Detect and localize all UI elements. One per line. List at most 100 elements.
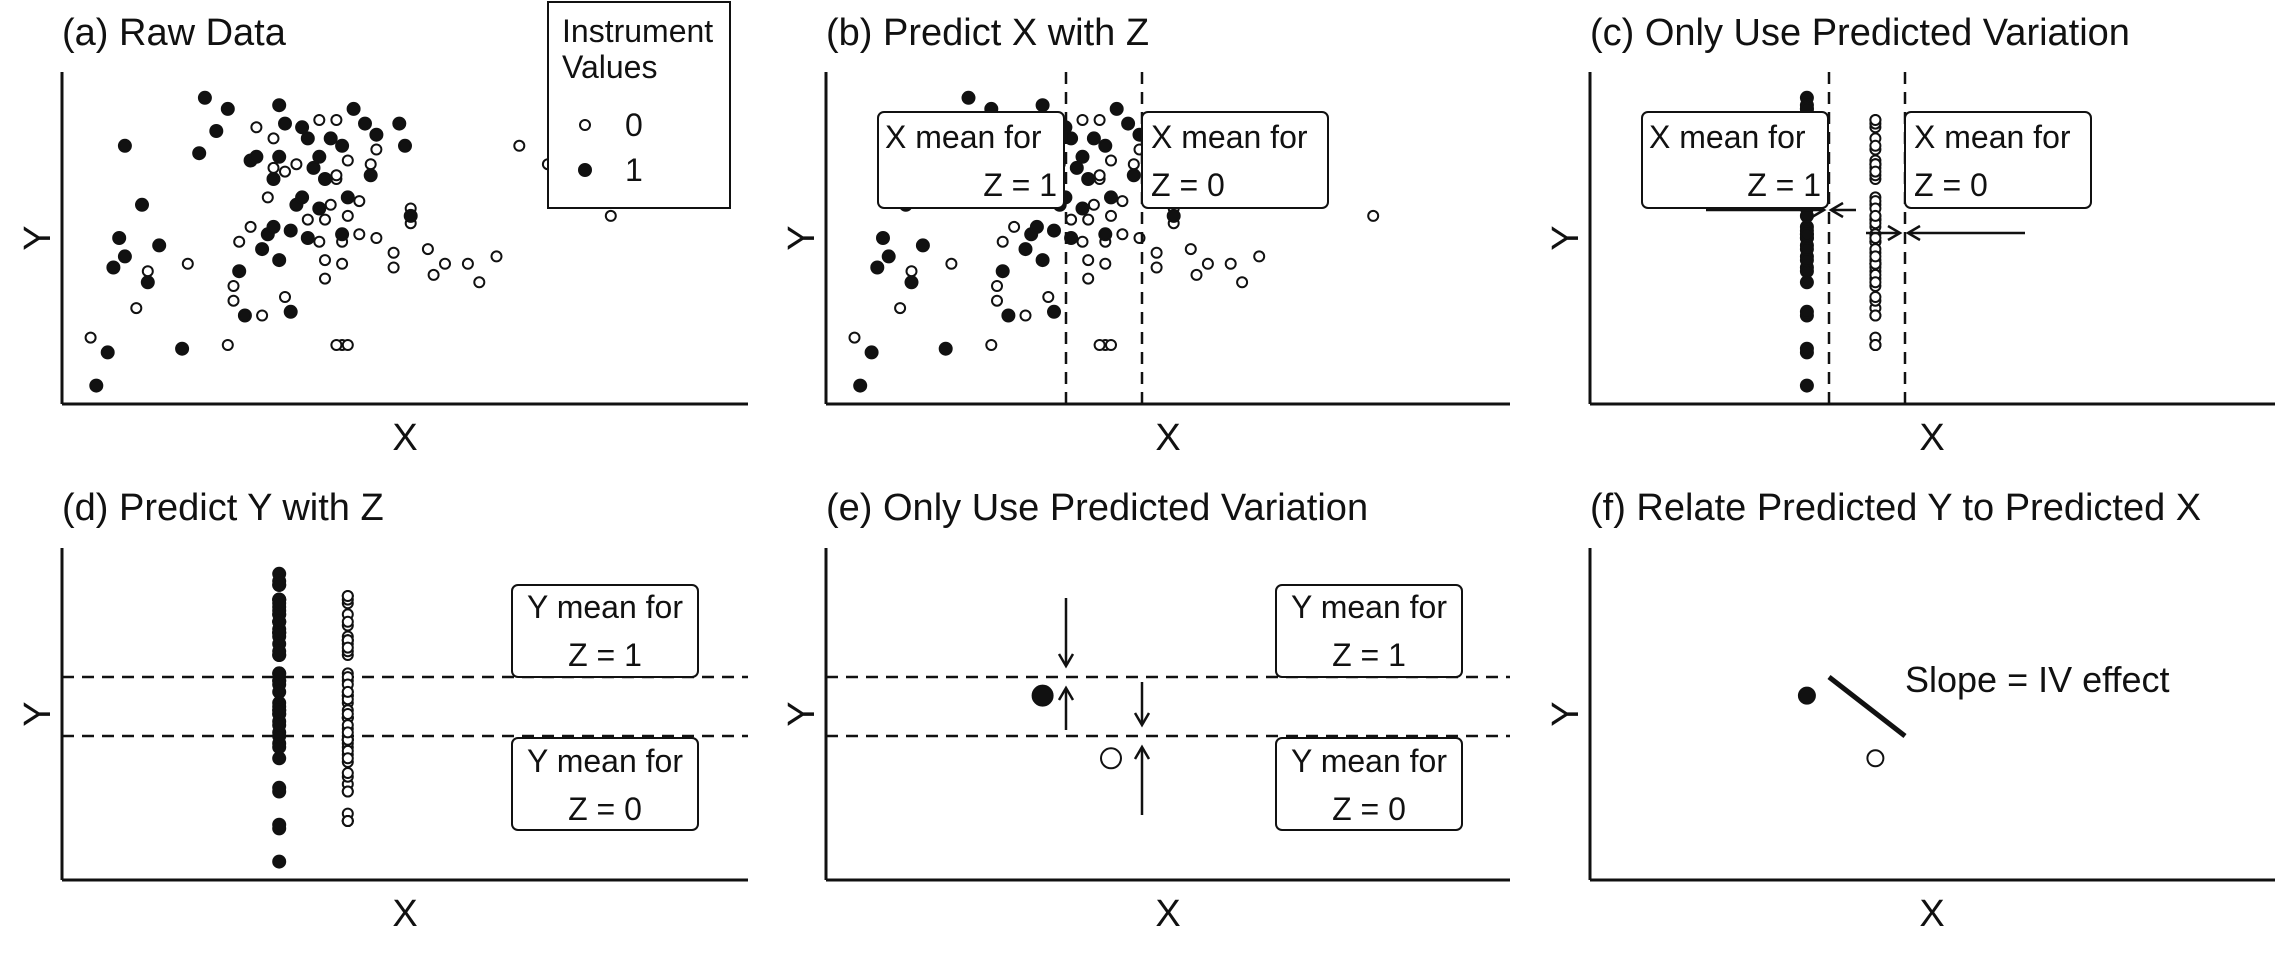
panel-b-point-z0-50 — [1367, 209, 1380, 222]
panel-a-point-z1-5 — [117, 138, 132, 153]
panel-a-point-z0-41 — [439, 257, 451, 270]
panel-c-point-z0-45 — [1869, 139, 1882, 152]
panel-a-point-z0-51 — [279, 165, 291, 178]
panel-a-point-z0-28 — [336, 257, 349, 270]
panel-d-annotation-z1-line1: Y mean for — [527, 589, 683, 625]
panel-a-point-z0-3 — [181, 257, 194, 270]
panel-b-point-z1-20 — [1029, 219, 1044, 234]
panel-c-point-z0-51 — [1869, 165, 1882, 178]
panel-d-point-z0-45 — [341, 615, 354, 628]
panel-a-point-z0-45 — [513, 139, 526, 152]
panel-d-ylabel: Y — [17, 701, 59, 726]
panel-b-point-z0-25 — [1116, 195, 1129, 208]
panel-d-point-z0-42 — [341, 726, 354, 739]
panel-f: (f) Relate Predicted Y to Predicted X X … — [1545, 487, 2275, 935]
panel-a-point-z1-46 — [346, 101, 361, 116]
panel-d-point-z0-51 — [341, 641, 354, 654]
panel-a-point-z1-29 — [295, 190, 310, 205]
panel-c-title: (c) Only Use Predicted Variation — [1590, 12, 2130, 54]
panel-a-point-z1-23 — [272, 98, 287, 113]
panel-d-point-z1-46 — [272, 577, 287, 592]
panel-a-point-z1-47 — [295, 120, 310, 135]
panel-d-annotation-z0-line1: Y mean for — [527, 743, 683, 779]
panel-b-point-z1-1 — [864, 345, 879, 360]
panel-a-point-z1-20 — [266, 219, 281, 234]
panel-b-point-z1-40 — [1121, 116, 1136, 131]
panel-a-point-z1-41 — [363, 168, 378, 183]
panel-b-point-z0-15 — [1065, 213, 1078, 226]
legend-title-line2: Values — [562, 49, 657, 85]
panel-d-point-z1-9 — [272, 817, 287, 832]
panel-c-point-z1-38 — [1799, 227, 1814, 242]
panel-b-annotation-z0-line1: X mean for — [1151, 119, 1308, 155]
panel-a-point-z1-15 — [237, 308, 252, 323]
panel-b-point-z0-31 — [1105, 339, 1117, 351]
panel-b-point-z1-7 — [904, 275, 919, 290]
panel-c-arrowhead-z0-right — [1905, 224, 1921, 242]
panel-a-point-z1-4 — [117, 249, 132, 264]
panel-b-point-z0-26 — [1127, 158, 1140, 171]
panel-b-point-z0-28 — [1099, 257, 1112, 270]
panel-a-point-z0-11 — [221, 339, 234, 351]
panel-e-arrowhead-z1-top — [1057, 653, 1075, 669]
panel-e-point-z0 — [1100, 747, 1122, 770]
panel-a-point-z1-33 — [312, 149, 327, 164]
panel-d-point-z1-45 — [272, 684, 287, 699]
panel-e-annotation-z0-line1: Y mean for — [1291, 743, 1447, 779]
panel-a-point-z1-25 — [283, 223, 298, 238]
panel-a-point-z1-3 — [112, 231, 127, 245]
panel-b-point-z0-1 — [894, 302, 907, 315]
panel-b-point-z1-25 — [1047, 223, 1061, 238]
panel-b-point-z0-47 — [1076, 114, 1089, 126]
panel-b-point-z0-38 — [1190, 268, 1203, 281]
panel-a-point-z0-0 — [84, 331, 97, 344]
panel-b-title: (b) Predict X with Z — [826, 12, 1149, 54]
panel-a-point-z0-17 — [319, 272, 331, 285]
panel-b-point-z1-32 — [1075, 201, 1090, 216]
panel-a-point-z1-13 — [220, 101, 235, 116]
panel-a-point-z1-12 — [209, 124, 224, 138]
panel-e-arrowhead-z0-bottom — [1133, 744, 1151, 760]
panel-a-point-z1-1 — [100, 345, 115, 360]
panel-c-annotation-z0-box — [1904, 111, 2092, 209]
panel-b-point-z1-31 — [1069, 160, 1084, 175]
panel-b-point-z1-23 — [1035, 98, 1050, 113]
panel-a-point-z0-6 — [261, 191, 274, 204]
legend-marker-0 — [579, 119, 591, 131]
panel-b-point-z0-35 — [1150, 261, 1163, 274]
panel-b-ylabel: Y — [781, 225, 823, 250]
panel-a-point-z0-12 — [256, 309, 269, 322]
legend: Instrument Values 0 1 — [547, 1, 731, 209]
panel-a-point-z1-39 — [340, 190, 355, 205]
panel-b-point-z0-10 — [991, 280, 1003, 292]
panel-d-point-z0-33 — [341, 708, 354, 720]
panel-a-point-z1-18 — [255, 242, 270, 257]
panel-d-point-z1-38 — [272, 703, 287, 718]
panel-d-point-z1-39 — [272, 666, 287, 681]
panel-c-point-z1-28 — [1799, 253, 1814, 268]
panel-b-point-z0-22 — [1105, 154, 1117, 167]
panel-e-annotation-z1-line1: Y mean for — [1291, 589, 1447, 625]
panel-f-slope-line — [1827, 675, 1907, 738]
panel-a-point-z0-32 — [353, 228, 366, 241]
panel-a-point-z1-24 — [278, 116, 292, 131]
panel-a-point-z1-14 — [232, 264, 247, 279]
panel-c-point-z1-9 — [1799, 341, 1814, 356]
panel-c-annotation-z1-line2: Z = 1 — [1747, 167, 1821, 203]
panel-b-point-z0-34 — [1150, 246, 1163, 259]
panel-b-point-z0-39 — [1224, 257, 1237, 270]
panel-b-point-z0-3 — [945, 257, 958, 270]
panel-b-annotation-z0-box — [1141, 111, 1329, 209]
panel-b-point-z0-5 — [1008, 220, 1021, 233]
panel-a-point-z0-34 — [387, 246, 400, 259]
panel-d-point-z1-47 — [272, 596, 287, 611]
panel-a: (a) Raw Data X Y Instrument Values 0 1 — [17, 1, 748, 459]
panel-a-point-z1-32 — [312, 201, 327, 216]
panel-a-point-z0-20 — [324, 198, 337, 211]
panel-b-annotation-z1-line1: X mean for — [885, 119, 1042, 155]
panel-a-point-z1-43 — [392, 116, 407, 131]
panel-e-annotation-z0-line2: Z = 0 — [1332, 791, 1406, 827]
panel-a-ylabel: Y — [17, 225, 59, 250]
panel-c-point-z0-40 — [1869, 276, 1882, 289]
